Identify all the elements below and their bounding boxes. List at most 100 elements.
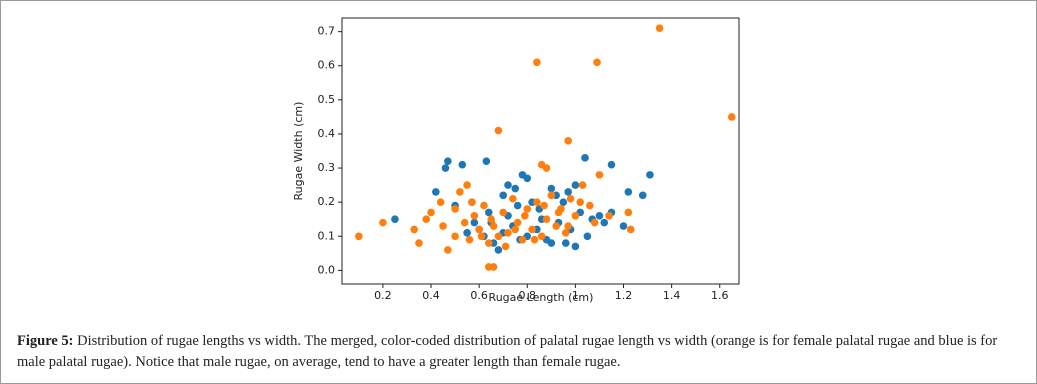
point	[422, 215, 431, 224]
y-tick-label: 0.4	[318, 127, 336, 140]
figure-label: Figure 5:	[17, 333, 74, 349]
point	[530, 235, 539, 244]
point	[523, 205, 532, 213]
point	[590, 218, 599, 227]
point	[468, 198, 476, 206]
point	[463, 181, 471, 189]
point	[391, 215, 399, 224]
point	[561, 229, 570, 237]
caption: Figure 5: Distribution of rugae lengths …	[17, 331, 1022, 373]
point	[581, 154, 589, 162]
point	[463, 229, 471, 237]
point	[607, 160, 616, 169]
point	[542, 215, 551, 224]
x-tick-label: 0.4	[422, 289, 440, 302]
x-tick-label: 1	[572, 289, 579, 302]
point	[523, 174, 532, 183]
point	[427, 208, 435, 217]
point	[561, 239, 570, 247]
point	[624, 208, 633, 217]
point	[624, 188, 633, 196]
x-axis-label: Rugae Length (cm)	[489, 291, 594, 304]
point	[432, 188, 440, 196]
point	[566, 194, 575, 203]
point	[595, 211, 604, 220]
x-tick-label: 0.8	[519, 289, 537, 302]
point	[444, 157, 452, 166]
point	[439, 222, 447, 230]
point	[559, 198, 568, 206]
y-tick-label: 0.1	[318, 229, 336, 242]
point	[533, 58, 541, 67]
y-tick-label: 0.5	[318, 93, 336, 106]
point	[564, 136, 572, 145]
point	[595, 171, 604, 179]
point	[482, 157, 491, 166]
point	[470, 218, 479, 227]
point	[533, 198, 541, 206]
y-tick-label: 0.6	[318, 59, 336, 72]
point	[655, 24, 664, 33]
point	[571, 242, 580, 251]
point	[489, 263, 498, 271]
y-axis-label: Rugae Width (cm)	[292, 102, 305, 201]
point	[578, 181, 587, 189]
point	[480, 201, 488, 210]
point	[504, 181, 512, 189]
point	[436, 198, 445, 206]
point	[626, 225, 635, 234]
point	[451, 205, 459, 213]
point	[487, 215, 495, 224]
point	[564, 222, 572, 230]
point	[509, 194, 517, 203]
point	[465, 235, 474, 244]
point	[547, 184, 556, 193]
point	[542, 164, 551, 172]
point	[583, 232, 592, 241]
point	[489, 222, 498, 230]
point	[499, 191, 508, 200]
point	[379, 218, 387, 227]
point	[646, 171, 654, 179]
point	[537, 232, 546, 241]
point	[470, 211, 479, 220]
point	[586, 201, 594, 210]
point	[513, 218, 522, 227]
point	[547, 239, 556, 247]
point	[501, 242, 510, 251]
point	[477, 232, 486, 241]
point	[518, 235, 527, 244]
point	[552, 222, 560, 230]
point	[494, 246, 503, 254]
x-tick-label: 0.6	[470, 289, 488, 302]
point	[355, 232, 363, 241]
point	[451, 232, 459, 241]
point	[484, 239, 493, 247]
point	[727, 113, 736, 121]
y-tick-label: 0.2	[318, 195, 336, 208]
x-tick-label: 1.6	[711, 289, 729, 302]
x-tick-label: 1.2	[615, 289, 633, 302]
y-tick-label: 0.7	[318, 25, 336, 38]
chart: Rugae Length (cm) Rugae Width (cm) 0.2 0.…	[292, 17, 740, 304]
x-tick-label: 0.2	[374, 289, 392, 302]
caption-text: Distribution of rugae lengths vs width. …	[17, 333, 998, 370]
point	[504, 229, 512, 237]
point	[521, 211, 529, 220]
x-tick-label: 1.4	[663, 289, 681, 302]
point	[444, 246, 452, 254]
point	[571, 181, 580, 189]
point	[619, 222, 628, 230]
point	[528, 225, 536, 234]
point	[484, 208, 493, 217]
point	[441, 164, 450, 172]
point	[547, 191, 556, 200]
point	[494, 232, 503, 241]
point	[494, 126, 503, 135]
y-tick-label: 0.3	[318, 161, 336, 174]
point	[475, 225, 483, 234]
y-tick-label: 0.0	[318, 263, 336, 276]
point	[554, 208, 563, 217]
point	[458, 160, 467, 169]
